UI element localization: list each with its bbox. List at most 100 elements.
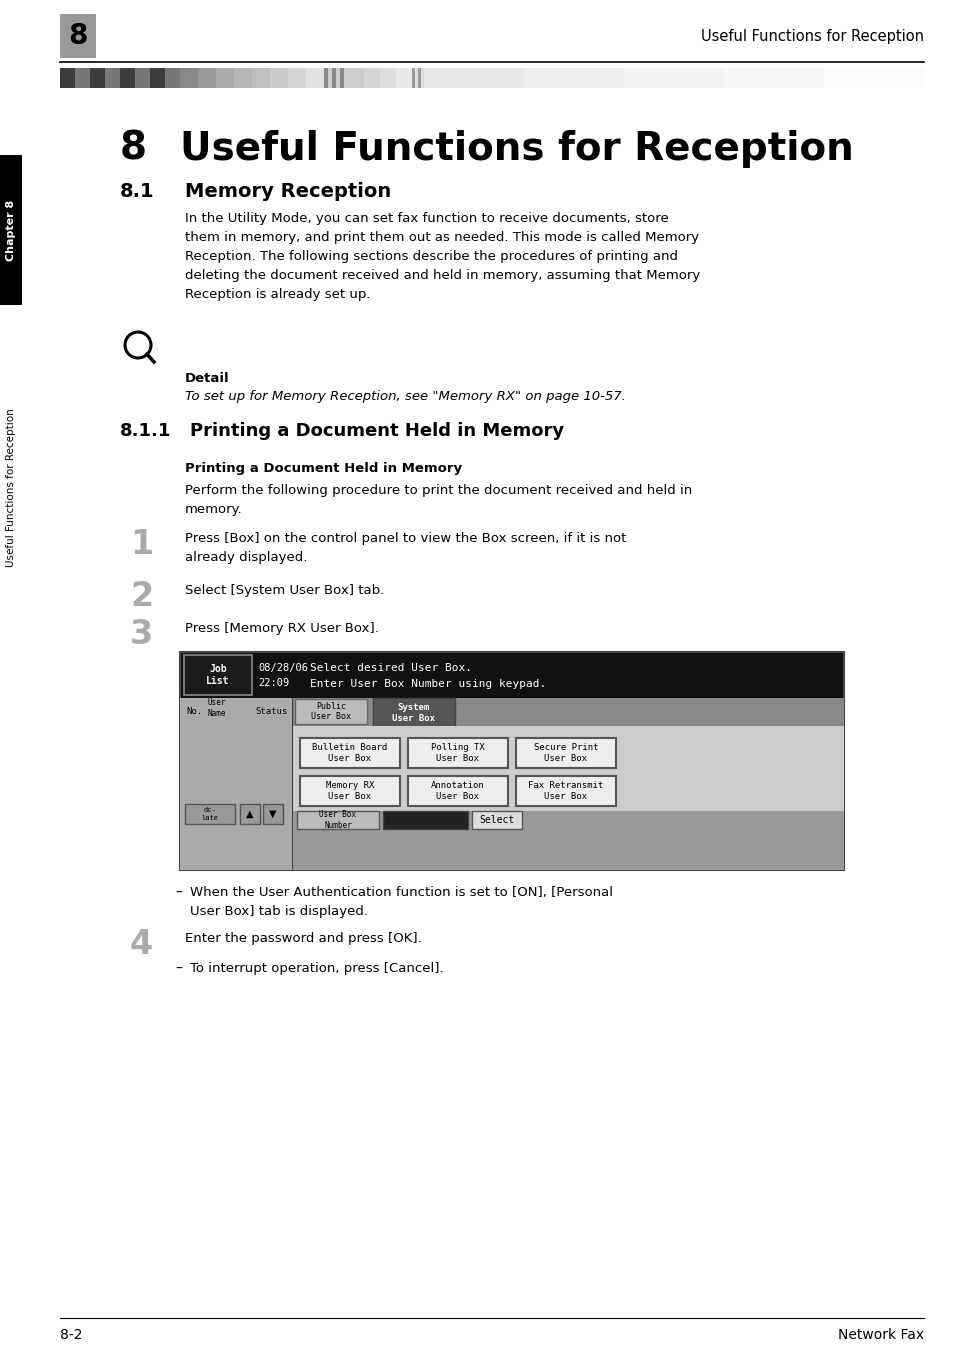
Text: Bulletin Board
User Box: Bulletin Board User Box [312, 744, 387, 763]
Text: Job
List: Job List [206, 664, 230, 685]
Bar [412, 68, 415, 88]
Text: 22:09: 22:09 [257, 677, 289, 688]
Bar [516, 776, 616, 806]
Bar [823, 68, 924, 88]
Text: User Box
Number: User Box Number [319, 810, 356, 830]
Bar [180, 698, 292, 869]
Text: dc-
late: dc- late [201, 807, 218, 821]
Bar [75, 68, 90, 88]
Bar [288, 68, 306, 88]
Text: Select desired User Box.: Select desired User Box. [310, 662, 472, 673]
Text: 1: 1 [130, 529, 153, 561]
Bar [339, 68, 344, 88]
Bar [523, 68, 624, 88]
Text: Detail: Detail [185, 372, 230, 385]
Bar [408, 738, 507, 768]
Text: Annotation
User Box: Annotation User Box [431, 781, 484, 800]
Bar [180, 698, 843, 726]
Bar [723, 68, 824, 88]
Bar [328, 68, 332, 88]
Text: 08/28/06: 08/28/06 [257, 662, 308, 673]
Text: 8: 8 [120, 130, 147, 168]
Text: ▲: ▲ [246, 808, 253, 819]
Bar [472, 811, 521, 829]
Bar [423, 68, 524, 88]
Text: To interrupt operation, press [Cancel].: To interrupt operation, press [Cancel]. [190, 963, 443, 975]
Text: User Box] tab is displayed.: User Box] tab is displayed. [190, 904, 368, 918]
Bar [299, 776, 399, 806]
Bar [105, 68, 120, 88]
Bar [292, 726, 843, 869]
Bar [198, 68, 215, 88]
Bar [135, 68, 150, 88]
Bar [0, 155, 22, 306]
Bar [240, 804, 260, 823]
Bar [270, 68, 288, 88]
Text: To set up for Memory Reception, see "Memory RX" on page 10-57.: To set up for Memory Reception, see "Mem… [185, 389, 625, 403]
Text: 3: 3 [130, 618, 153, 652]
Bar [120, 68, 135, 88]
Bar [165, 68, 180, 88]
Text: 8.1.1: 8.1.1 [120, 422, 172, 439]
Text: Public
User Box: Public User Box [311, 702, 351, 721]
Text: 8.1: 8.1 [120, 183, 154, 201]
Bar [292, 811, 843, 869]
Bar [294, 699, 367, 725]
Text: already displayed.: already displayed. [185, 552, 307, 564]
Text: 4: 4 [130, 927, 153, 961]
Text: them in memory, and print them out as needed. This mode is called Memory: them in memory, and print them out as ne… [185, 231, 699, 243]
Bar [90, 68, 105, 88]
Text: Reception. The following sections describe the procedures of printing and: Reception. The following sections descri… [185, 250, 678, 264]
Text: 2: 2 [130, 580, 153, 612]
Text: User
Name: User Name [208, 698, 226, 718]
Bar [348, 68, 364, 88]
Text: System
User Box: System User Box [392, 703, 435, 723]
Text: Printing a Document Held in Memory: Printing a Document Held in Memory [190, 422, 563, 439]
Bar [415, 68, 417, 88]
Bar [335, 68, 339, 88]
Bar [373, 698, 455, 727]
Bar [382, 811, 468, 829]
Text: Network Fax: Network Fax [837, 1328, 923, 1343]
Text: 8-2: 8-2 [60, 1328, 82, 1343]
Text: Useful Functions for Reception: Useful Functions for Reception [6, 408, 16, 566]
Bar [364, 68, 379, 88]
Text: Memory RX
User Box: Memory RX User Box [326, 781, 374, 800]
Text: Memory Reception: Memory Reception [185, 183, 391, 201]
Bar [60, 68, 75, 88]
Bar [150, 68, 165, 88]
Bar [306, 68, 324, 88]
Bar [296, 811, 378, 829]
Text: memory.: memory. [185, 503, 242, 516]
Text: 8: 8 [69, 22, 88, 50]
Text: When the User Authentication function is set to [ON], [Personal: When the User Authentication function is… [190, 886, 613, 899]
Bar [233, 68, 252, 88]
Bar [263, 804, 283, 823]
Text: Fax Retransmit
User Box: Fax Retransmit User Box [528, 781, 603, 800]
Text: Select: Select [478, 815, 514, 825]
Text: Select [System User Box] tab.: Select [System User Box] tab. [185, 584, 384, 598]
Bar [180, 68, 198, 88]
Bar [215, 68, 233, 88]
Text: Secure Print
User Box: Secure Print User Box [533, 744, 598, 763]
Text: Useful Functions for Reception: Useful Functions for Reception [700, 28, 923, 43]
Bar [408, 776, 507, 806]
Bar [516, 738, 616, 768]
Bar [324, 68, 328, 88]
Bar [395, 68, 412, 88]
Bar [299, 738, 399, 768]
Text: ▼: ▼ [269, 808, 276, 819]
Text: Polling TX
User Box: Polling TX User Box [431, 744, 484, 763]
Text: Perform the following procedure to print the document received and held in: Perform the following procedure to print… [185, 484, 692, 498]
Bar [184, 654, 252, 695]
Text: Enter User Box Number using keypad.: Enter User Box Number using keypad. [310, 679, 546, 690]
Text: Press [Memory RX User Box].: Press [Memory RX User Box]. [185, 622, 378, 635]
Text: Status: Status [254, 707, 287, 717]
Bar [185, 804, 234, 823]
Bar [180, 652, 843, 869]
Bar [60, 14, 96, 58]
Bar [344, 68, 348, 88]
Bar [332, 68, 335, 88]
Text: Enter the password and press [OK].: Enter the password and press [OK]. [185, 932, 421, 945]
Text: No.: No. [186, 707, 202, 717]
